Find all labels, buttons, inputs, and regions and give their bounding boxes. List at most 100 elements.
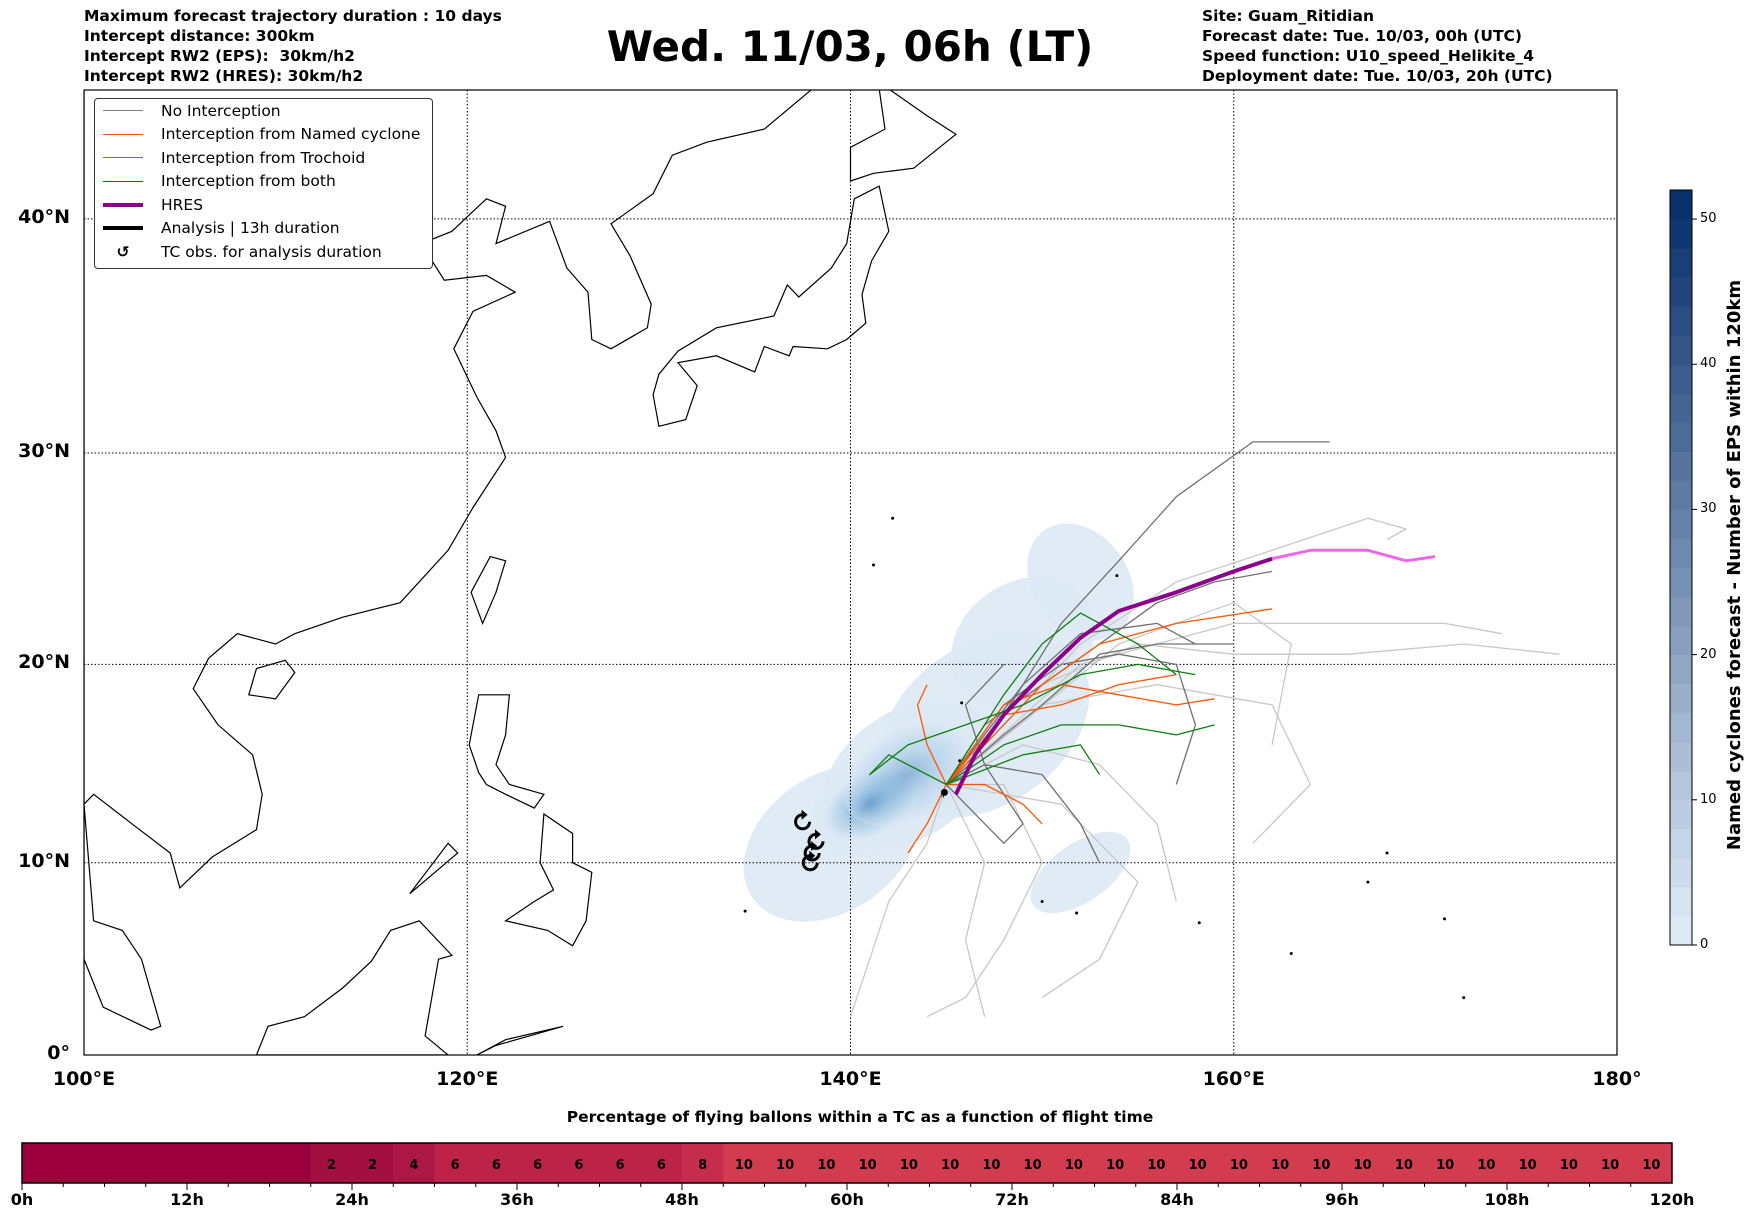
colorbar-segment [1670,683,1692,714]
trajectory-light [926,783,1043,1018]
flight-bar-value: 10 [1354,1158,1372,1173]
map-frame [83,89,1618,1056]
flight-bar-x-label: 60h [830,1190,864,1209]
flight-bar-value: 10 [982,1158,1000,1173]
island [1115,574,1119,578]
colorbar-segment [1670,219,1692,249]
flight-bar-value: 10 [1477,1158,1495,1173]
legend-item: Interception from Named cyclone [95,123,432,147]
colorbar-segment [1670,857,1692,888]
colorbar-tick-label: 0 [1700,937,1709,952]
page-title: Wed. 11/03, 06h (LT) [606,22,1094,71]
flight-bar-x-label: 0h [10,1190,34,1209]
eps-density-area [1027,523,1134,641]
flight-bar-x-label: 96h [1325,1190,1359,1209]
colorbar-segment [1670,741,1692,772]
tc-obs-arrowhead [815,829,822,840]
trajectory-named [946,783,1043,825]
flight-bar-frame [21,1142,1673,1184]
lon-tick-label: 140°E [819,1068,882,1090]
flight-bar-value: 6 [492,1158,501,1173]
legend-item: Analysis | 13h duration [95,217,432,241]
flight-bar-value: 10 [1312,1158,1330,1173]
colorbar-segment [1670,451,1692,481]
colorbar-segment [1670,306,1692,336]
flight-bar-cell [1012,1143,1054,1183]
tc-obs-icon: ↺ [116,242,130,261]
legend-item: Interception from both [95,170,432,194]
flight-bar-value: 10 [859,1158,877,1173]
tc-obs-arrowhead [801,809,808,820]
trajectory-none [945,622,1196,785]
flight-bar-x-label: 120h [1649,1190,1695,1209]
tc-obs-arc [801,854,819,872]
legend-line-swatch [103,202,143,207]
colorbar-segment [1670,190,1692,220]
tc-obs-arrowhead [809,850,816,861]
flight-bar-cell [1259,1143,1302,1183]
flight-bar-value: 10 [941,1158,959,1173]
flight-bar-value: 10 [1065,1158,1083,1173]
lat-tick-label: 10°N [18,849,70,872]
hres-track [954,556,1273,796]
colorbar-segment [1670,538,1692,568]
flight-bar-cell [475,1143,518,1183]
flight-bar-cell [1589,1143,1632,1183]
colorbar-segment [1670,770,1692,801]
flight-bar-value: 10 [900,1158,918,1173]
flight-bar-value: 4 [409,1158,418,1173]
forecast-date-text: Forecast date: Tue. 10/03, 00h (UTC) [1202,27,1523,45]
colorbar-tick-label: 50 [1700,211,1717,227]
colorbar-segment [1670,828,1692,859]
colorbar-segment [1670,277,1692,307]
coastline [468,694,545,809]
flight-bar-value: 10 [1642,1158,1660,1173]
trajectory-named [945,673,1177,785]
colorbar-segment [1670,393,1692,423]
flight-bar-value: 10 [1436,1158,1454,1173]
flight-bar-cell [1135,1143,1178,1183]
flight-bar-value: 6 [533,1158,542,1173]
flight-bar-cell [1383,1143,1425,1183]
trajectory-light [945,602,1292,786]
trajectory-light [849,784,947,1017]
flight-bar-cell [393,1143,435,1183]
colorbar-segment [1670,248,1692,278]
flight-bar-value: 10 [1601,1158,1619,1173]
legend-line-swatch [103,133,143,135]
flight-bar-cell [1507,1143,1549,1183]
flight-bar-cell [1342,1143,1384,1183]
coastline [476,1025,564,1055]
tc-obs-icon [801,850,819,872]
colorbar-segment [1670,915,1692,946]
flight-bar-cell [187,1143,229,1183]
colorbar-tick-label: 20 [1700,646,1717,662]
legend-label: Interception from Named cyclone [161,125,421,144]
flight-bar-value: 6 [451,1158,460,1173]
island [960,701,964,705]
flight-bar-x-label: 84h [1160,1190,1194,1209]
flight-bar-cell [104,1143,147,1183]
colorbar-segment [1670,509,1692,539]
tc-obs-arrowhead [811,841,818,852]
coastline [504,812,593,947]
lon-tick-label: 100°E [52,1068,116,1090]
colorbar-segment [1670,886,1692,917]
site-text: Site: Guam_Ritidian [1202,7,1374,25]
colorbar-label: Named cyclones forecast - Number of EPS … [1724,279,1745,851]
header-right-info: Site: Guam_Ritidian Forecast date: Tue. … [1202,6,1553,86]
legend-label: Interception from both [161,172,336,191]
trajectory-none [946,764,1101,863]
flight-bar-value: 6 [574,1158,583,1173]
flight-bar-cell [805,1143,848,1183]
flight-bar-cell [558,1143,600,1183]
flight-bar-value: 10 [1519,1158,1537,1173]
flight-bar-cell [1465,1143,1508,1183]
flight-bar-value: 10 [1271,1158,1289,1173]
trajectory-both [869,663,1196,786]
flight-bar-value: 2 [327,1158,336,1173]
trajectory-named [945,684,1215,785]
flight-bar-cell [847,1143,889,1183]
legend-line-swatch [103,180,143,182]
flight-bar-value: 10 [817,1158,835,1173]
